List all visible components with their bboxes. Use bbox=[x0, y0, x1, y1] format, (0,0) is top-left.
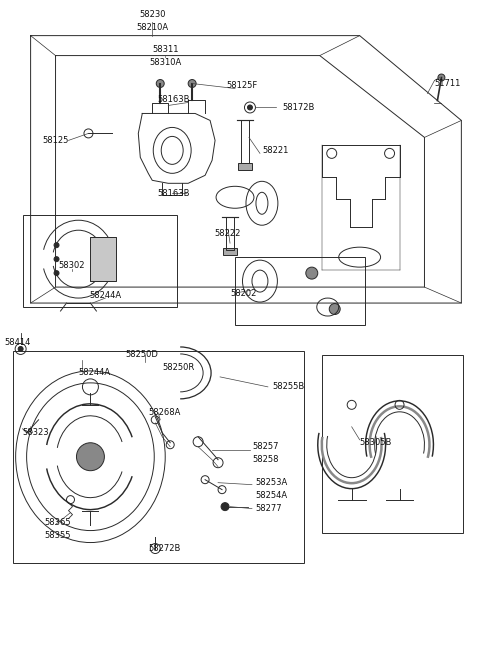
Text: 58230: 58230 bbox=[139, 10, 166, 19]
Bar bbox=[322, 355, 463, 533]
Circle shape bbox=[188, 79, 196, 88]
Text: 58311: 58311 bbox=[152, 45, 179, 54]
Text: 58258: 58258 bbox=[252, 455, 278, 464]
Circle shape bbox=[306, 267, 318, 279]
Bar bbox=[238, 163, 252, 170]
Circle shape bbox=[76, 443, 104, 471]
Text: 58253A: 58253A bbox=[255, 478, 287, 487]
Circle shape bbox=[221, 502, 229, 511]
Bar bbox=[235, 257, 365, 325]
Circle shape bbox=[438, 74, 445, 81]
Circle shape bbox=[54, 257, 59, 261]
Text: 58254A: 58254A bbox=[255, 491, 287, 500]
Text: 58202: 58202 bbox=[230, 289, 256, 297]
Circle shape bbox=[329, 303, 340, 314]
Text: 58255B: 58255B bbox=[272, 383, 304, 392]
Text: 58250R: 58250R bbox=[162, 364, 194, 373]
Bar bbox=[223, 248, 237, 255]
Text: 58323: 58323 bbox=[23, 428, 49, 438]
Text: 58355: 58355 bbox=[45, 531, 71, 540]
Text: 58268A: 58268A bbox=[148, 408, 180, 417]
Text: 58125F: 58125F bbox=[227, 81, 258, 90]
Text: 58272B: 58272B bbox=[148, 544, 180, 553]
Text: 58244A: 58244A bbox=[89, 291, 121, 299]
Text: 58305B: 58305B bbox=[360, 438, 392, 447]
Circle shape bbox=[54, 243, 59, 248]
Circle shape bbox=[156, 79, 164, 88]
Bar bbox=[12, 351, 304, 563]
Text: 58163B: 58163B bbox=[157, 95, 190, 104]
Circle shape bbox=[18, 346, 23, 352]
Text: 58250D: 58250D bbox=[125, 350, 158, 360]
Text: 58414: 58414 bbox=[5, 339, 31, 347]
Text: 58222: 58222 bbox=[215, 229, 241, 238]
Text: 58125: 58125 bbox=[43, 136, 69, 145]
Circle shape bbox=[54, 271, 59, 276]
Circle shape bbox=[248, 105, 252, 110]
Text: 58244A: 58244A bbox=[78, 368, 110, 377]
Text: 58172B: 58172B bbox=[282, 103, 314, 112]
Text: 58163B: 58163B bbox=[157, 189, 190, 198]
Text: 58302: 58302 bbox=[59, 261, 85, 270]
Text: 58365: 58365 bbox=[45, 518, 71, 527]
Text: 58277: 58277 bbox=[255, 504, 282, 513]
Text: 58310A: 58310A bbox=[149, 58, 181, 67]
Bar bbox=[23, 215, 177, 307]
Text: 58210A: 58210A bbox=[136, 23, 168, 32]
Text: 51711: 51711 bbox=[434, 79, 461, 88]
Bar bbox=[90, 237, 116, 281]
Text: 58257: 58257 bbox=[252, 442, 278, 451]
Text: 58221: 58221 bbox=[262, 146, 288, 155]
